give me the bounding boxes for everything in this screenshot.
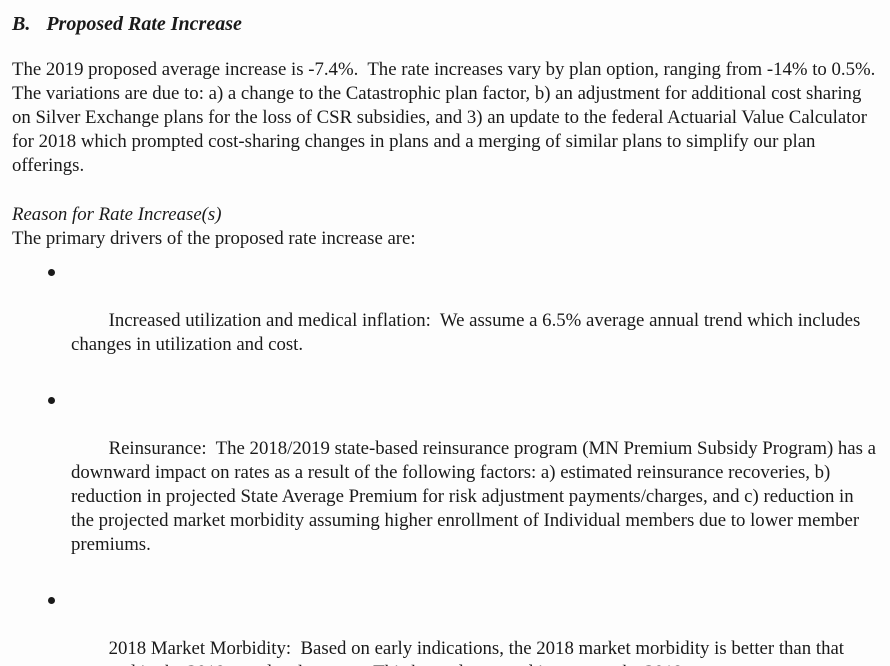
bullet-icon <box>48 597 55 604</box>
bullet-item-text: Increased utilization and medical inflat… <box>71 310 865 355</box>
intro-paragraph: The 2019 proposed average increase is -7… <box>12 59 885 176</box>
bullet-list-item: Reinsurance: The 2018/2019 state-based r… <box>12 389 878 581</box>
bullet-icon <box>48 269 55 276</box>
bullet-item-text: Reinsurance: The 2018/2019 state-based r… <box>71 438 881 555</box>
reason-bullet-list: Increased utilization and medical inflat… <box>12 261 878 666</box>
bullet-item-text: 2018 Market Morbidity: Based on early in… <box>71 638 845 666</box>
section-heading: B. Proposed Rate Increase <box>12 12 878 36</box>
reason-subheading: Reason for Rate Increase(s) <box>12 204 222 225</box>
bullet-list-item: 2018 Market Morbidity: Based on early in… <box>12 589 878 666</box>
section-heading-title: Proposed Rate Increase <box>46 13 242 35</box>
bullet-icon <box>48 397 55 404</box>
section-heading-number: B. <box>12 13 31 35</box>
reason-lead-line: The primary drivers of the proposed rate… <box>12 228 416 249</box>
reason-section-header: Reason for Rate Increase(s) The primary … <box>12 203 878 251</box>
bullet-list-item: Increased utilization and medical inflat… <box>12 261 878 381</box>
